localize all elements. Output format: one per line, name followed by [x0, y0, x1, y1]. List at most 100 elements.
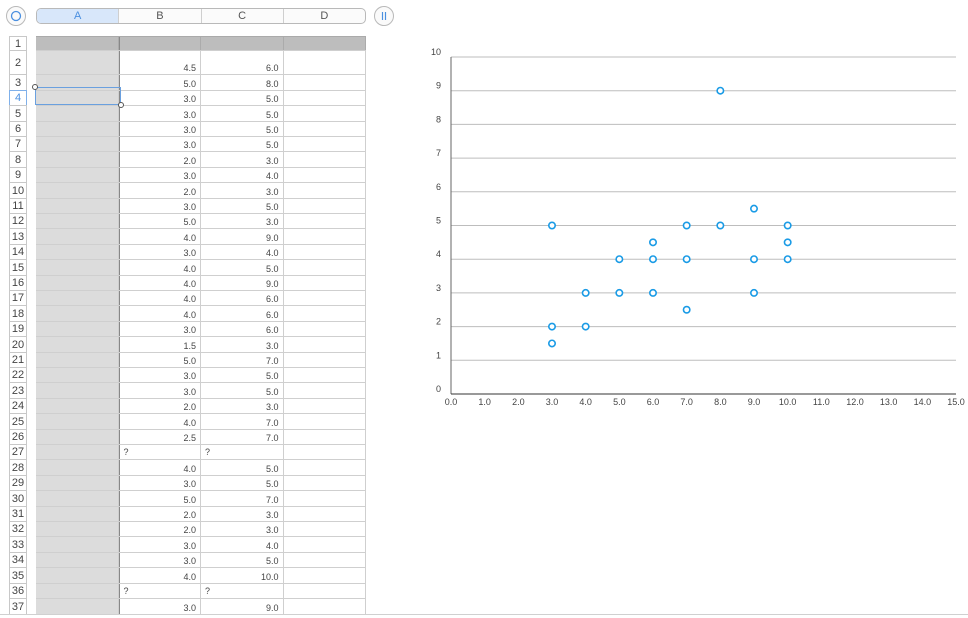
cell-c35[interactable]: 10.0	[201, 568, 284, 583]
cell-a26[interactable]	[36, 430, 119, 444]
cell-c18[interactable]: 6.0	[201, 306, 284, 321]
row-header-2[interactable]: 2	[9, 50, 27, 74]
cell-b35[interactable]: 4.0	[118, 568, 201, 583]
cell-c30[interactable]: 7.0	[201, 491, 284, 506]
row-header-31[interactable]: 31	[9, 506, 27, 521]
cell-d11[interactable]	[284, 199, 366, 213]
row-header-33[interactable]: 33	[9, 536, 27, 552]
row-header-34[interactable]: 34	[9, 552, 27, 567]
cell-b1[interactable]	[118, 37, 201, 50]
cell-d25[interactable]	[284, 414, 366, 429]
cell-d20[interactable]	[284, 337, 366, 352]
cell-c2[interactable]: 6.0	[201, 51, 284, 74]
cell-c26[interactable]: 7.0	[201, 430, 284, 444]
cell-d7[interactable]	[284, 137, 366, 151]
cell-c14[interactable]: 4.0	[201, 245, 284, 259]
cell-a20[interactable]	[36, 337, 119, 352]
cell-d32[interactable]	[284, 522, 366, 536]
cell-a30[interactable]	[36, 491, 119, 506]
column-header-b[interactable]: B	[119, 9, 202, 23]
cell-a36[interactable]	[36, 584, 119, 598]
cell-c17[interactable]: 6.0	[201, 291, 284, 305]
cell-a13[interactable]	[36, 229, 119, 244]
cell-b21[interactable]: 5.0	[118, 353, 201, 367]
cell-b8[interactable]: 2.0	[118, 152, 201, 167]
cell-c31[interactable]: 3.0	[201, 507, 284, 521]
cell-d6[interactable]	[284, 122, 366, 136]
cell-d15[interactable]	[284, 260, 366, 275]
cell-d29[interactable]	[284, 476, 366, 490]
row-header-4[interactable]: 4	[9, 90, 27, 105]
cell-c20[interactable]: 3.0	[201, 337, 284, 352]
cell-c23[interactable]: 5.0	[201, 383, 284, 398]
cell-d34[interactable]	[284, 553, 366, 567]
cell-d9[interactable]	[284, 168, 366, 182]
cell-d22[interactable]	[284, 368, 366, 382]
cell-b31[interactable]: 2.0	[118, 507, 201, 521]
cell-d24[interactable]	[284, 399, 366, 413]
cell-a35[interactable]	[36, 568, 119, 583]
row-header-35[interactable]: 35	[9, 567, 27, 583]
row-header-13[interactable]: 13	[9, 228, 27, 244]
cell-b30[interactable]: 5.0	[118, 491, 201, 506]
cell-b36[interactable]: ?	[118, 584, 201, 598]
selection-handle-bottom-right[interactable]	[118, 102, 124, 108]
cell-c25[interactable]: 7.0	[201, 414, 284, 429]
cell-c27[interactable]: ?	[201, 445, 284, 459]
row-header-19[interactable]: 19	[9, 321, 27, 336]
row-header-36[interactable]: 36	[9, 583, 27, 598]
cell-c33[interactable]: 4.0	[201, 537, 284, 552]
cell-c32[interactable]: 3.0	[201, 522, 284, 536]
cell-d26[interactable]	[284, 430, 366, 444]
cell-b18[interactable]: 4.0	[118, 306, 201, 321]
row-header-22[interactable]: 22	[9, 367, 27, 382]
cell-d2[interactable]	[284, 51, 366, 74]
row-header-29[interactable]: 29	[9, 475, 27, 490]
cell-c11[interactable]: 5.0	[201, 199, 284, 213]
cell-d17[interactable]	[284, 291, 366, 305]
cell-b19[interactable]: 3.0	[118, 322, 201, 336]
row-header-16[interactable]: 16	[9, 275, 27, 290]
selection-handle-top-left[interactable]	[32, 84, 38, 90]
cell-d37[interactable]	[284, 599, 366, 614]
row-header-5[interactable]: 5	[9, 105, 27, 121]
cell-d30[interactable]	[284, 491, 366, 506]
row-header-10[interactable]: 10	[9, 182, 27, 198]
cell-d21[interactable]	[284, 353, 366, 367]
cell-a28[interactable]	[36, 460, 119, 475]
cell-d35[interactable]	[284, 568, 366, 583]
cell-b22[interactable]: 3.0	[118, 368, 201, 382]
cell-a6[interactable]	[36, 122, 119, 136]
cell-a15[interactable]	[36, 260, 119, 275]
cell-a10[interactable]	[36, 183, 119, 198]
cell-a2[interactable]	[36, 51, 119, 74]
cell-c5[interactable]: 5.0	[201, 106, 284, 121]
cell-a37[interactable]	[36, 599, 119, 614]
cell-b4[interactable]: 3.0	[118, 91, 201, 105]
cell-a25[interactable]	[36, 414, 119, 429]
cell-d33[interactable]	[284, 537, 366, 552]
row-header-26[interactable]: 26	[9, 429, 27, 444]
cell-d3[interactable]	[284, 75, 366, 90]
cell-d12[interactable]	[284, 214, 366, 228]
cell-a27[interactable]	[36, 445, 119, 459]
row-header-32[interactable]: 32	[9, 521, 27, 536]
cell-d14[interactable]	[284, 245, 366, 259]
row-header-18[interactable]: 18	[9, 305, 27, 321]
cell-c36[interactable]: ?	[201, 584, 284, 598]
cell-a22[interactable]	[36, 368, 119, 382]
cell-b12[interactable]: 5.0	[118, 214, 201, 228]
cell-b7[interactable]: 3.0	[118, 137, 201, 151]
cell-b10[interactable]: 2.0	[118, 183, 201, 198]
cell-c3[interactable]: 8.0	[201, 75, 284, 90]
select-all-button[interactable]	[6, 6, 26, 26]
cell-a5[interactable]	[36, 106, 119, 121]
column-header-c[interactable]: C	[202, 9, 284, 23]
cell-a19[interactable]	[36, 322, 119, 336]
cell-b32[interactable]: 2.0	[118, 522, 201, 536]
row-header-23[interactable]: 23	[9, 382, 27, 398]
column-header-d[interactable]: D	[320, 10, 329, 22]
cell-c21[interactable]: 7.0	[201, 353, 284, 367]
row-header-30[interactable]: 30	[9, 490, 27, 506]
cell-c28[interactable]: 5.0	[201, 460, 284, 475]
